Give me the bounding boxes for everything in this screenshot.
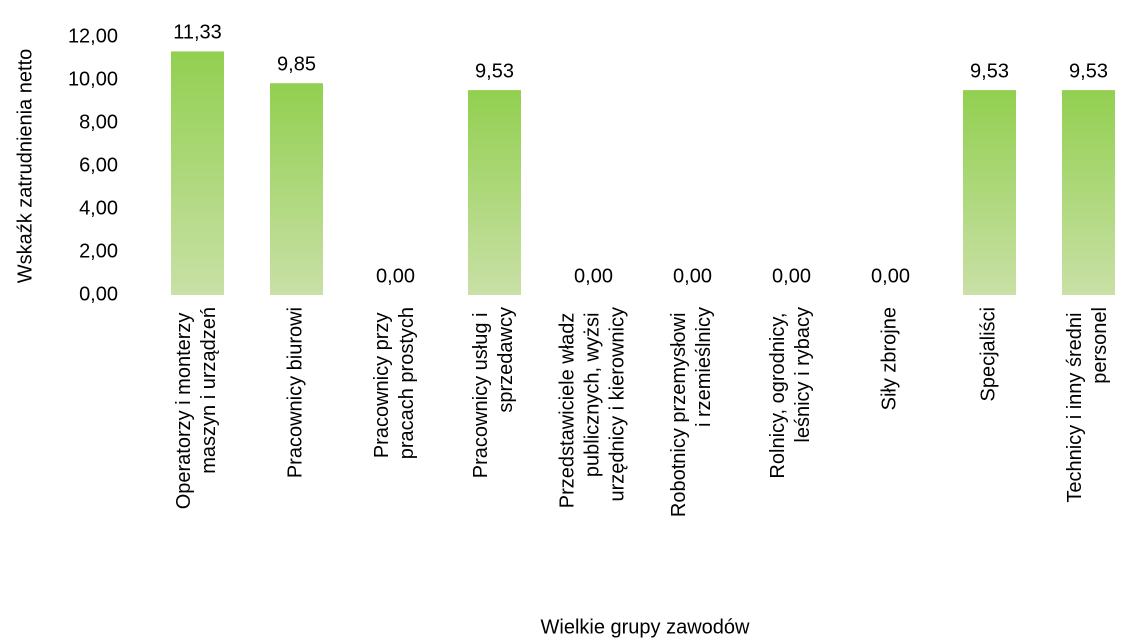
bar — [270, 83, 323, 295]
x-tick-label: Siły zbrojne — [879, 307, 901, 410]
y-tick-label: 10,00 — [68, 68, 118, 90]
value-label: 9,85 — [277, 54, 316, 76]
bar — [171, 51, 224, 295]
y-tick-label: 6,00 — [79, 154, 118, 176]
value-label: 11,33 — [173, 22, 222, 44]
value-label: 9,53 — [970, 60, 1009, 82]
x-tick-label: Technicy i inny średni personel — [1064, 307, 1111, 503]
y-tick-label: 0,00 — [79, 283, 118, 305]
x-tick-label-line: publicznych, wyżsi — [582, 307, 604, 477]
y-axis-title: Wskaźk zatrudnienia netto — [14, 49, 36, 284]
x-tick-label-line: leśnicy i rybacy — [792, 307, 814, 443]
x-tick-label-line: i rzemieślnicy — [693, 307, 715, 427]
y-tick-label: 8,00 — [79, 111, 118, 133]
x-tick-label: Przedstawiciele władz publicznych, wyżsi… — [557, 307, 629, 508]
x-tick-label: Pracownicy przy pracach prostych — [371, 307, 418, 459]
x-tick-label: Operatorzy i monterzy maszyn i urządzeń — [173, 307, 220, 509]
x-tick-label-line: Pracownicy usług i — [470, 307, 492, 478]
value-label: 9,53 — [1069, 60, 1108, 82]
value-label: 9,53 — [475, 60, 514, 82]
x-tick-label-line: Operatorzy i monterzy — [173, 307, 195, 509]
bar — [963, 90, 1016, 295]
x-tick-label: Pracownicy biurowi — [285, 307, 307, 478]
x-tick-label-line: Siły zbrojne — [879, 307, 901, 410]
x-tick-label-line: Specjaliści — [978, 307, 1000, 401]
y-tick-label: 2,00 — [79, 240, 118, 262]
x-tick-label-line: Pracownicy biurowi — [285, 307, 307, 478]
x-tick-label-line: Przedstawiciele władz — [557, 307, 579, 508]
x-tick-label-line: maszyn i urządzeń — [198, 307, 220, 474]
value-label: 0,00 — [772, 265, 811, 287]
x-tick-label-line: personel — [1089, 307, 1111, 384]
x-tick-label: Robotnicy przemysłowi i rzemieślnicy — [668, 307, 715, 517]
bar — [468, 90, 521, 295]
x-tick-label-line: pracach prostych — [396, 307, 418, 459]
x-tick-label-line: Pracownicy przy — [371, 307, 393, 458]
value-label: 0,00 — [376, 265, 415, 287]
x-tick-label: Rolnicy, ogrodnicy, leśnicy i rybacy — [767, 307, 814, 479]
value-label: 0,00 — [673, 265, 712, 287]
x-axis-title: Wielkie grupy zawodów — [541, 616, 751, 638]
x-tick-label-line: Technicy i inny średni — [1064, 307, 1086, 503]
x-tick-label-line: Rolnicy, ogrodnicy, — [767, 307, 789, 479]
x-tick-label: Pracownicy usług i sprzedawcy — [470, 307, 517, 478]
x-tick-label: Specjaliści — [978, 307, 1000, 401]
y-tick-label: 12,00 — [68, 25, 118, 47]
bar — [1062, 90, 1115, 295]
x-tick-label-line: sprzedawcy — [495, 307, 517, 413]
value-label: 0,00 — [574, 265, 613, 287]
value-label: 0,00 — [871, 265, 910, 287]
x-tick-label-line: urzędnicy i kierownicy — [607, 307, 629, 502]
x-tick-label-line: Robotnicy przemysłowi — [668, 307, 690, 517]
y-tick-label: 4,00 — [79, 197, 118, 219]
